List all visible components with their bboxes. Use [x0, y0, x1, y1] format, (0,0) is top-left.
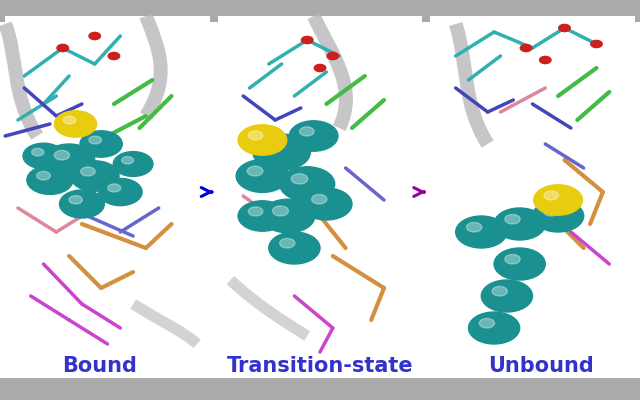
- Circle shape: [27, 166, 73, 194]
- Circle shape: [314, 64, 326, 72]
- Circle shape: [301, 188, 352, 220]
- Circle shape: [248, 207, 263, 216]
- Circle shape: [253, 134, 310, 170]
- Circle shape: [591, 40, 602, 48]
- Circle shape: [113, 152, 153, 176]
- Circle shape: [70, 161, 119, 191]
- Circle shape: [301, 36, 313, 44]
- Circle shape: [540, 56, 551, 64]
- Circle shape: [534, 185, 582, 215]
- Bar: [218, 16, 422, 352]
- Circle shape: [312, 194, 327, 204]
- Circle shape: [89, 32, 100, 40]
- Circle shape: [80, 131, 122, 157]
- Circle shape: [108, 52, 120, 60]
- Circle shape: [269, 232, 320, 264]
- Bar: [5, 16, 210, 352]
- Circle shape: [23, 143, 64, 169]
- Circle shape: [31, 148, 44, 156]
- Circle shape: [492, 286, 508, 296]
- Circle shape: [494, 208, 545, 240]
- Bar: [0, 22, 640, 378]
- Text: Bound: Bound: [62, 356, 136, 376]
- Circle shape: [300, 127, 314, 136]
- Circle shape: [468, 312, 520, 344]
- Circle shape: [57, 44, 68, 52]
- Circle shape: [543, 206, 559, 216]
- Circle shape: [89, 136, 102, 144]
- Circle shape: [238, 125, 287, 155]
- Circle shape: [532, 200, 584, 232]
- Bar: [430, 16, 635, 352]
- Circle shape: [248, 131, 263, 140]
- Circle shape: [479, 318, 495, 328]
- Circle shape: [494, 248, 545, 280]
- Circle shape: [481, 280, 532, 312]
- Circle shape: [81, 167, 95, 176]
- Text: Unbound: Unbound: [488, 356, 594, 376]
- Circle shape: [456, 216, 507, 248]
- Circle shape: [520, 44, 532, 52]
- Circle shape: [236, 160, 289, 192]
- Circle shape: [280, 238, 295, 248]
- Circle shape: [238, 201, 287, 231]
- Circle shape: [54, 111, 97, 137]
- Circle shape: [265, 141, 282, 152]
- Circle shape: [69, 196, 83, 204]
- Circle shape: [467, 222, 482, 232]
- Circle shape: [122, 156, 134, 164]
- Circle shape: [289, 121, 338, 151]
- Circle shape: [261, 199, 315, 233]
- Circle shape: [247, 166, 263, 176]
- Circle shape: [273, 206, 289, 216]
- Circle shape: [54, 150, 70, 160]
- Circle shape: [505, 254, 520, 264]
- Circle shape: [63, 116, 76, 124]
- Circle shape: [99, 178, 142, 206]
- Circle shape: [327, 52, 339, 60]
- Circle shape: [44, 144, 95, 176]
- Circle shape: [36, 171, 51, 180]
- Circle shape: [559, 24, 570, 32]
- Circle shape: [291, 174, 308, 184]
- Circle shape: [108, 184, 121, 192]
- Text: Transition-state: Transition-state: [227, 356, 413, 376]
- Circle shape: [280, 167, 335, 201]
- Circle shape: [505, 214, 520, 224]
- Circle shape: [544, 191, 559, 200]
- Circle shape: [60, 190, 104, 218]
